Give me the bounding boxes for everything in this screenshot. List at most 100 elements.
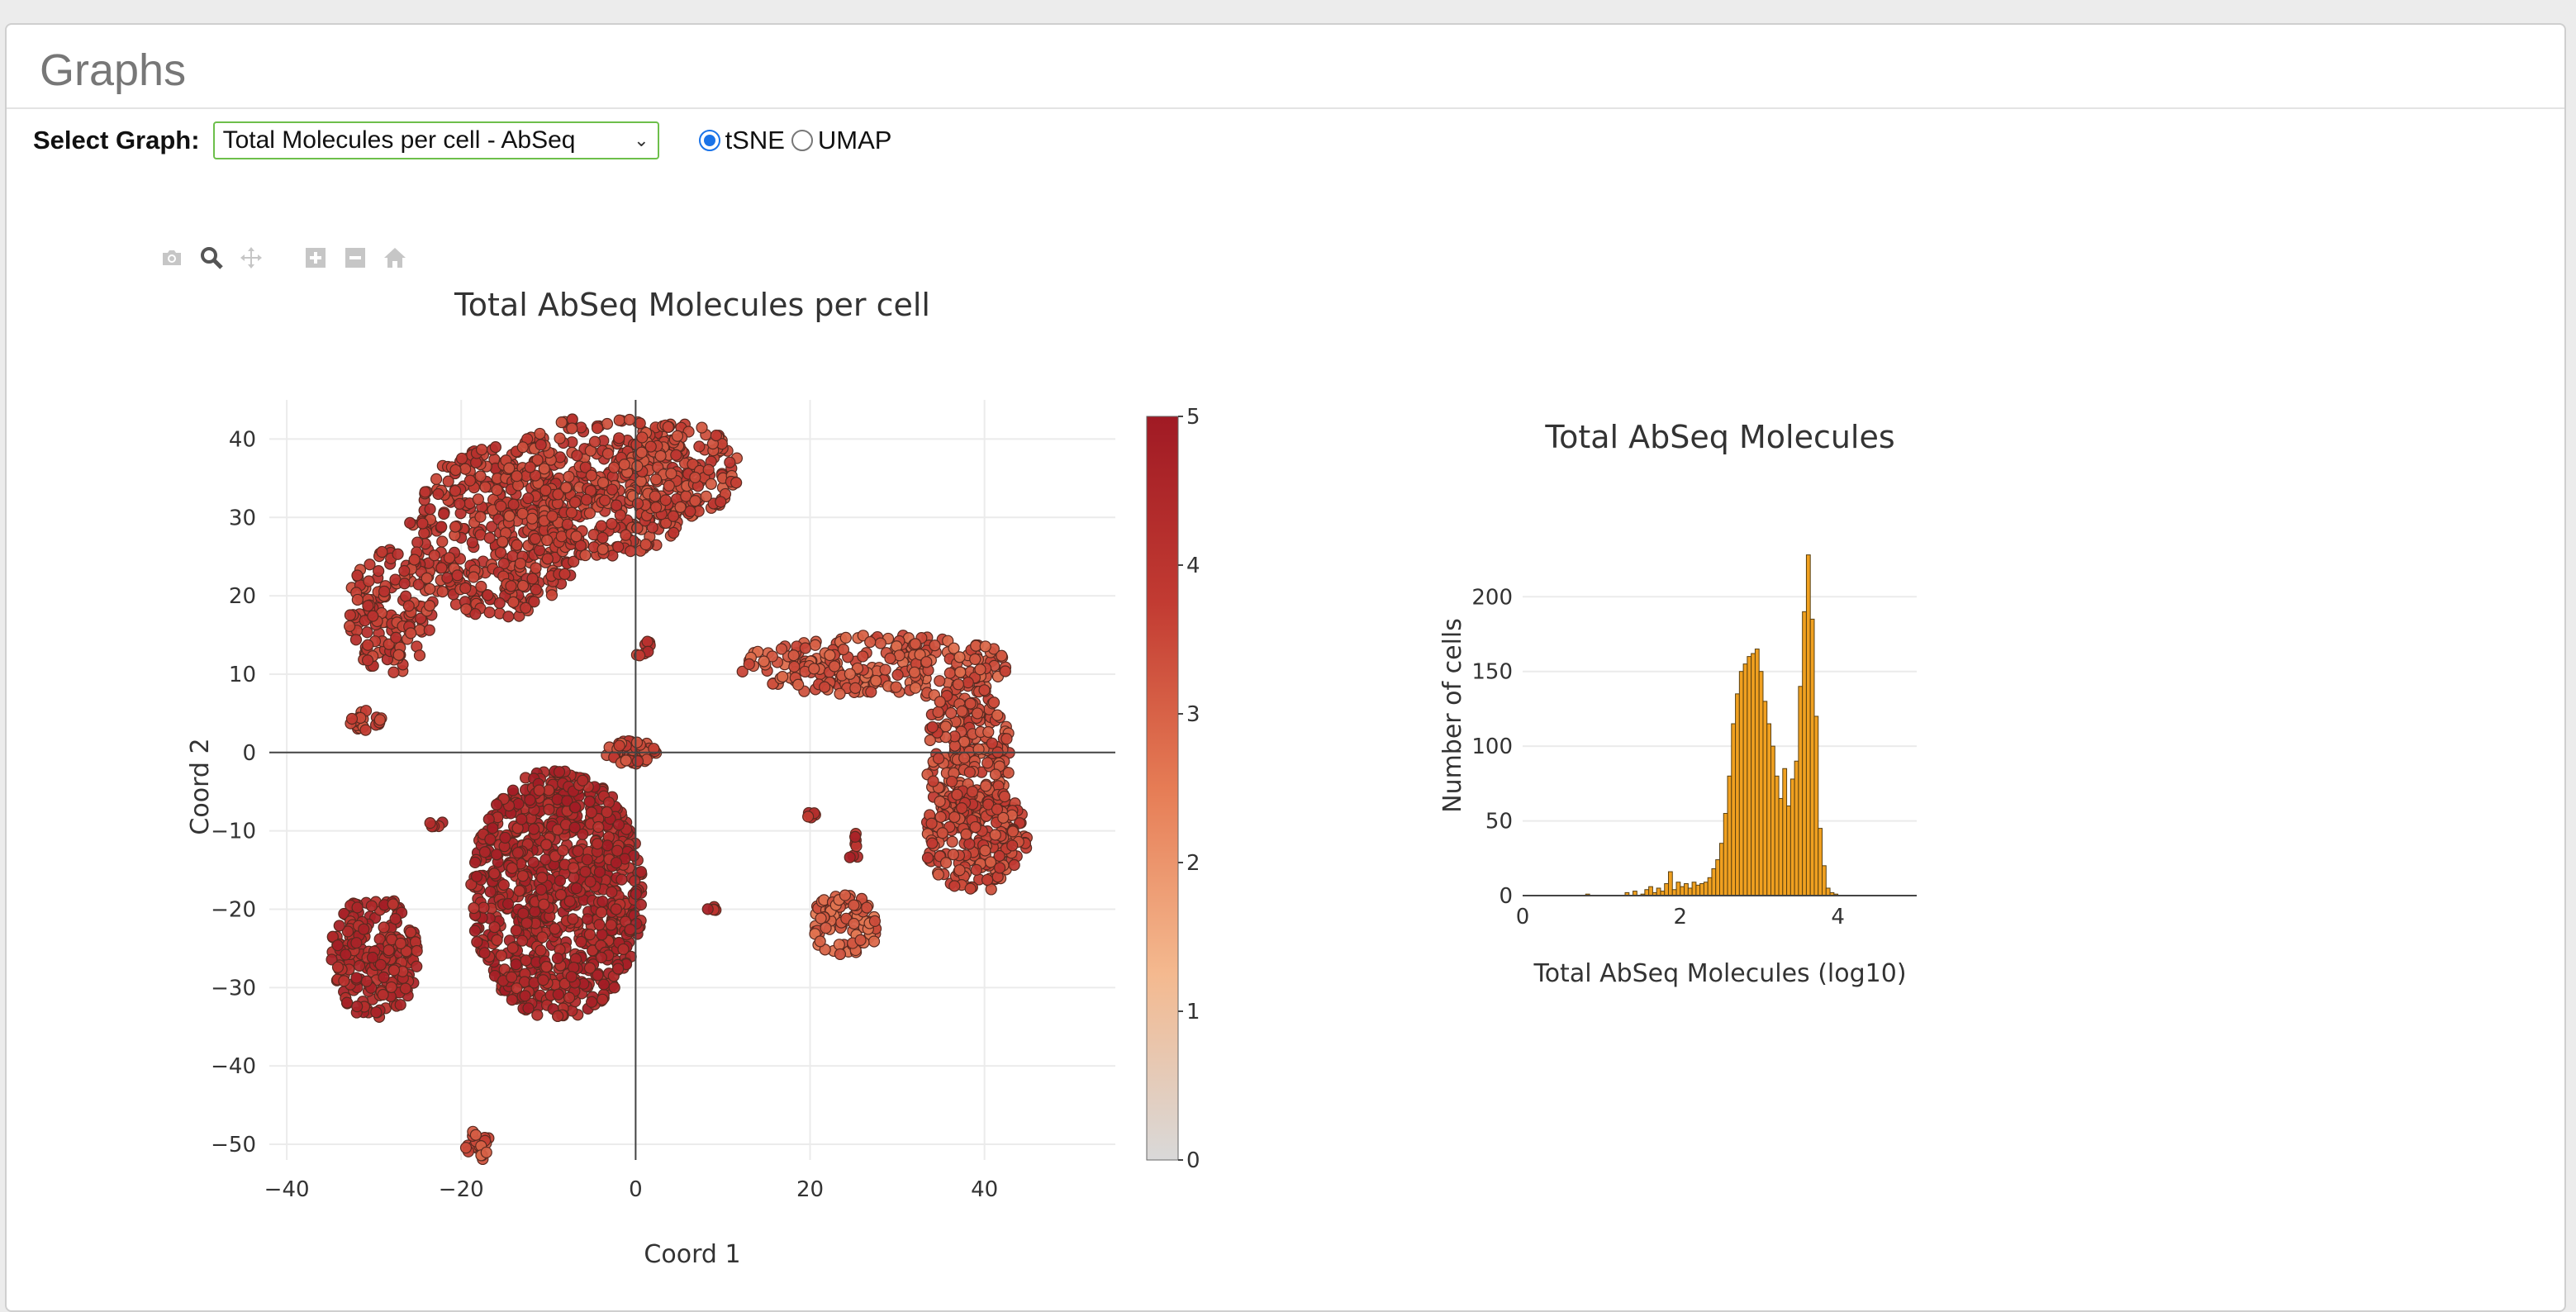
scatter-point [614,509,626,521]
scatter-point [520,601,532,614]
tsne-radio[interactable] [698,130,720,151]
zoom-out-icon[interactable] [340,243,370,273]
scatter-point [344,609,357,621]
scatter-point [596,543,609,555]
scatter-point [921,852,934,864]
scatter-point [870,674,882,687]
scatter-point [583,962,596,974]
scatter-point [596,476,610,489]
scatter-point [844,668,856,680]
scatter-point [596,993,609,1005]
scatter-point [591,838,604,850]
scatter-y-tick-label: −50 [211,1133,256,1158]
scatter-point [927,775,939,787]
scatter-point [491,798,503,811]
scatter-point [331,961,345,973]
scatter-point [411,536,424,549]
pan-icon[interactable] [236,243,266,273]
scatter-point [758,655,770,668]
scatter-y-tick-label: 40 [229,427,256,452]
scatter-point [479,481,492,493]
scatter-point [670,449,682,461]
scatter-point [715,496,727,508]
scatter-point [934,810,947,823]
histogram-bar [1822,865,1827,896]
histogram-bar [1809,618,1815,896]
umap-radio-label[interactable]: UMAP [817,126,892,154]
scatter-point [551,793,563,806]
scatter-x-tick-label: −20 [439,1177,484,1202]
histogram-xlabel: Total AbSeq Molecules (log10) [1533,959,1906,988]
scatter-point [362,639,374,651]
scatter-points [326,413,1033,1166]
scatter-point [952,678,965,691]
scatter-point [506,994,518,1006]
scatter-x-tick-label: 20 [796,1177,824,1202]
histogram-bar [1782,768,1788,896]
scatter-point [948,810,961,824]
histogram-bar [1680,886,1685,896]
scatter-point [857,650,869,663]
scatter-point [535,883,548,896]
scatter-point [529,906,541,918]
scatter-point [482,589,494,601]
scatter-point [376,545,388,559]
scatter-point [516,934,529,947]
scatter-point [360,975,373,987]
tsne-radio-label[interactable]: tSNE [725,126,785,154]
scatter-point [584,876,596,888]
scatter-point [363,575,375,587]
scatter-point [583,929,596,941]
graph-select[interactable]: Total Molecules per cell - AbSeq ⌄ [212,121,659,159]
histogram-bar [1747,656,1752,896]
scatter-point [436,586,449,598]
scatter-point [449,521,462,533]
scatter-point [503,510,516,522]
umap-radio[interactable] [791,130,813,151]
scatter-point [623,413,636,426]
scatter-point [864,635,877,649]
scatter-point [533,784,545,796]
scatter-point [551,952,564,965]
scatter-point [568,555,580,568]
scatter-xlabel: Coord 1 [644,1240,740,1269]
scatter-point [934,696,946,708]
scatter-point [400,590,412,602]
histogram-bar [1735,693,1740,896]
scatter-point [936,827,948,839]
scatter-point [539,484,552,497]
scatter-point [606,886,618,898]
scatter-point [378,971,390,983]
scatter-point [540,961,553,973]
scatter-point [340,996,354,1009]
scatter-point [668,526,680,540]
scatter-point [1006,825,1019,838]
histogram-bar [1687,887,1693,896]
scatter-point [423,600,436,612]
scatter-point [956,705,968,718]
scatter-point [572,845,584,858]
scatter-point [962,677,974,689]
scatter-x-tick-label: −40 [264,1177,310,1202]
scatter-point [408,554,421,566]
scatter-point [932,706,944,719]
histogram-bars [1585,554,1839,896]
scatter-point [554,432,566,444]
scatter-point [979,640,991,653]
scatter-point [710,430,723,442]
scatter-point [563,895,576,907]
scatter-point [541,553,554,565]
scatter-point [459,582,472,595]
scatter-point [490,849,503,861]
scatter-point [601,839,614,852]
scatter-point [665,468,677,480]
graph-select-value: Total Molecules per cell - AbSeq [222,126,576,154]
histogram-y-tick-label: 150 [1471,660,1513,685]
zoom-in-icon[interactable] [301,243,330,273]
camera-icon[interactable] [157,243,187,273]
zoom-icon[interactable] [197,243,226,273]
home-icon[interactable] [380,243,410,273]
scatter-ylabel: Coord 2 [186,738,215,834]
scatter-point [565,971,577,983]
scatter-point [474,470,487,482]
